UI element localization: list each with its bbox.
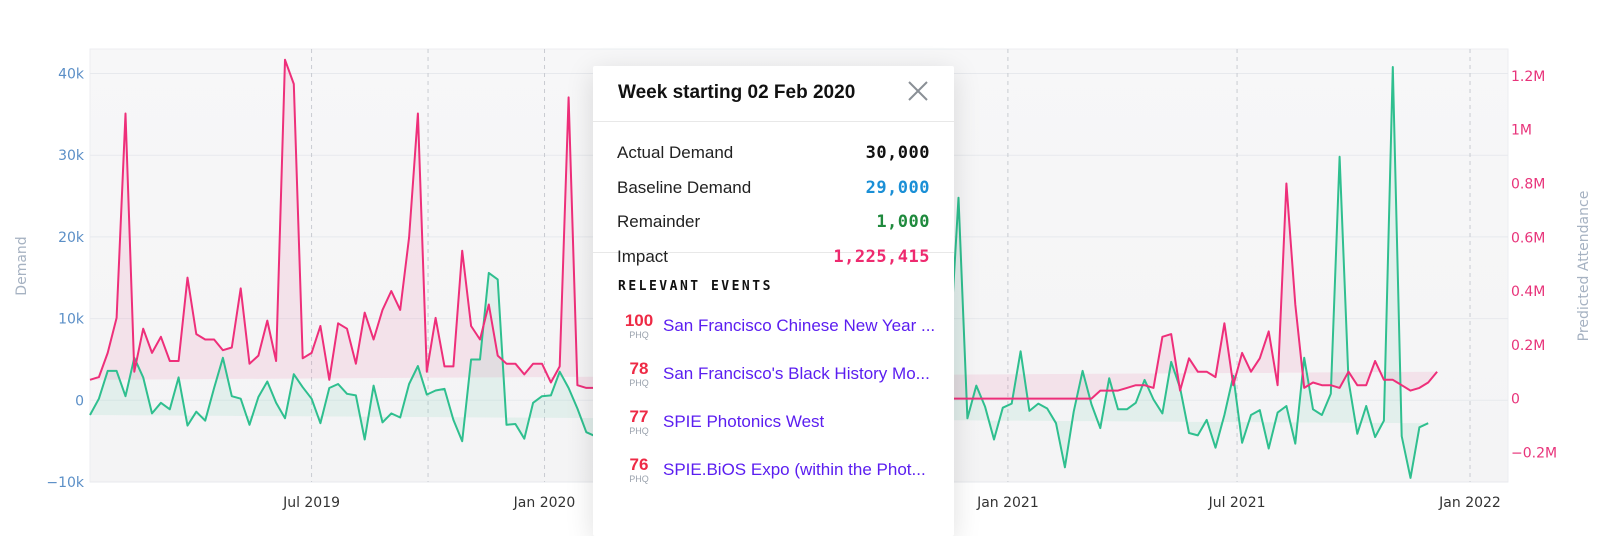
events-heading: RELEVANT EVENTS <box>618 279 954 294</box>
y-tick-label-right: 0.2M <box>1511 338 1545 354</box>
y-tick-label-left: 10k <box>58 312 85 328</box>
y-tick-label-left: 20k <box>58 230 85 246</box>
y-axis-right-title: Predicted Attendance <box>1576 191 1592 342</box>
event-link[interactable]: SPIE.BiOS Expo (within the Phot... <box>663 460 926 480</box>
event-link[interactable]: San Francisco Chinese New Year ... <box>663 316 935 336</box>
y-tick-label-left: 30k <box>58 148 85 164</box>
y-tick-label-right: 0.8M <box>1511 176 1545 192</box>
event-link[interactable]: SPIE Photonics West <box>663 412 824 432</box>
x-tick-label: Jan 2021 <box>976 495 1039 511</box>
metric-row-impact: Impact 1,225,415 <box>617 240 930 275</box>
phq-rank: 77 <box>619 408 659 425</box>
x-tick-label: Jan 2022 <box>1438 495 1501 511</box>
metric-value: 1,000 <box>876 212 930 232</box>
metric-label: Baseline Demand <box>617 178 751 198</box>
x-tick-label: Jul 2019 <box>282 495 340 511</box>
phq-unit: PHQ <box>619 475 659 484</box>
phq-rank: 78 <box>619 360 659 377</box>
event-item: 76 PHQ SPIE.BiOS Expo (within the Phot..… <box>593 446 954 494</box>
metric-row-remainder: Remainder 1,000 <box>617 205 930 240</box>
y-tick-label-left: −10k <box>46 475 85 491</box>
event-item: 77 PHQ SPIE Photonics West <box>593 398 954 446</box>
x-tick-label: Jul 2021 <box>1208 495 1266 511</box>
x-tick-label: Jan 2020 <box>513 495 576 511</box>
phq-score: 78 PHQ <box>619 360 659 388</box>
metric-row-baseline-demand: Baseline Demand 29,000 <box>617 171 930 206</box>
phq-score: 100 PHQ <box>619 312 659 340</box>
close-icon[interactable] <box>906 79 930 103</box>
phq-score: 76 PHQ <box>619 456 659 484</box>
tooltip-title: Week starting 02 Feb 2020 <box>618 82 855 104</box>
metric-value: 29,000 <box>866 178 930 198</box>
metric-label: Remainder <box>617 212 700 232</box>
y-tick-label-right: 0 <box>1511 392 1520 408</box>
y-tick-label-right: 1.2M <box>1511 69 1545 85</box>
metric-value: 1,225,415 <box>833 247 930 267</box>
metric-row-actual-demand: Actual Demand 30,000 <box>617 136 930 171</box>
metric-value: 30,000 <box>866 143 930 163</box>
phq-rank: 100 <box>619 312 659 329</box>
event-link[interactable]: San Francisco's Black History Mo... <box>663 364 930 384</box>
y-tick-label-left: 0 <box>75 393 84 409</box>
phq-unit: PHQ <box>619 331 659 340</box>
y-axis-left-title: Demand <box>14 236 30 295</box>
y-tick-label-right: 0.6M <box>1511 230 1545 246</box>
phq-rank: 76 <box>619 456 659 473</box>
event-item: 78 PHQ San Francisco's Black History Mo.… <box>593 350 954 398</box>
event-item: 100 PHQ San Francisco Chinese New Year .… <box>593 302 954 350</box>
events-list: 100 PHQ San Francisco Chinese New Year .… <box>593 302 954 494</box>
y-tick-label-left: 40k <box>58 67 85 83</box>
metric-label: Actual Demand <box>617 143 733 163</box>
y-tick-label-right: 1M <box>1511 123 1532 139</box>
tooltip-header: Week starting 02 Feb 2020 <box>593 66 954 122</box>
tooltip-panel: Week starting 02 Feb 2020 Actual Demand … <box>593 66 954 536</box>
y-tick-label-right: −0.2M <box>1511 445 1557 461</box>
phq-unit: PHQ <box>619 379 659 388</box>
phq-score: 77 PHQ <box>619 408 659 436</box>
metric-label: Impact <box>617 247 668 267</box>
tooltip-metrics: Actual Demand 30,000 Baseline Demand 29,… <box>593 122 954 253</box>
phq-unit: PHQ <box>619 427 659 436</box>
y-tick-label-right: 0.4M <box>1511 284 1545 300</box>
